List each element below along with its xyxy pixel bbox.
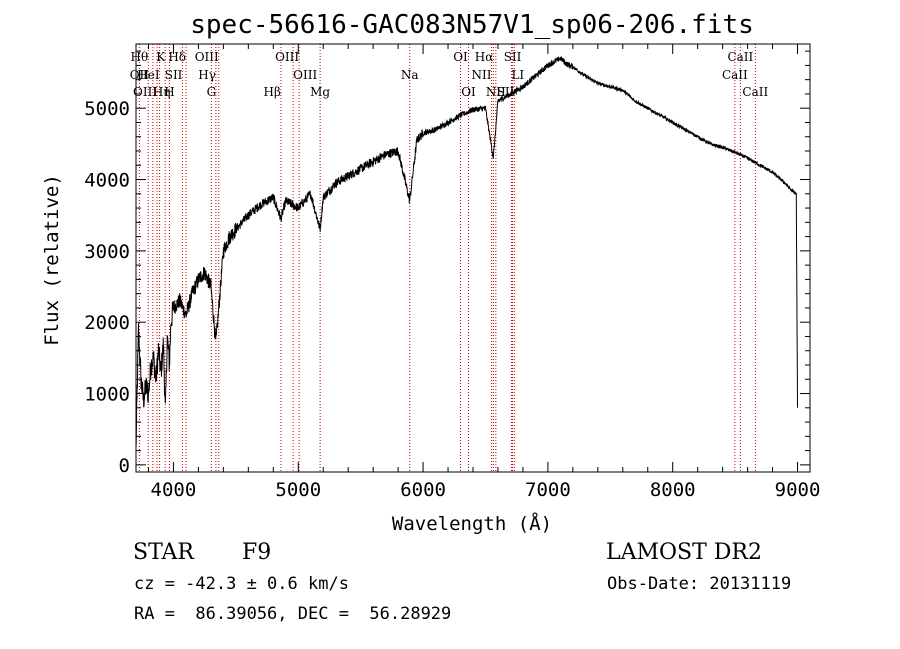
spectral-line-label: OI	[461, 85, 476, 99]
x-tick-label: 8000	[650, 479, 696, 501]
object-subclass: F9	[242, 540, 272, 565]
spectral-line-label: K	[156, 50, 166, 64]
spectral-line-label: Na	[401, 68, 419, 82]
x-tick-label: 6000	[400, 479, 446, 501]
chart-title: spec-56616-GAC083N57V1_sp06-206.fits	[190, 10, 754, 40]
spectral-line-label: SII	[504, 50, 522, 64]
spectral-line-label: OIII	[275, 50, 299, 64]
obs-date-text: Obs-Date: 20131119	[607, 574, 792, 594]
y-tick-label: 4000	[84, 170, 130, 192]
x-axis-ticks: 4000 5000 6000 7000 8000 9000	[147, 44, 821, 501]
spectral-line-label: Mg	[310, 85, 330, 99]
spectral-line-label: Hθ	[131, 50, 149, 64]
spectral-line-label: SII	[165, 68, 183, 82]
x-tick-label: 9000	[775, 479, 821, 501]
spectral-line-label: Hη	[153, 85, 171, 99]
y-tick-label: 5000	[84, 98, 130, 120]
spectral-line-label: HeI	[137, 68, 160, 82]
x-tick-label: 5000	[275, 479, 321, 501]
spectral-line-label: CaII	[727, 50, 753, 64]
spectrum-chart: spec-56616-GAC083N57V1_sp06-206.fits Hθ O…	[41, 10, 821, 535]
survey-name: LAMOST DR2	[606, 540, 762, 565]
coordinates-text: RA = 86.39056, DEC = 56.28929	[134, 604, 452, 624]
spectral-line-label: G	[207, 85, 217, 99]
spectral-line-label: Hδ	[168, 50, 186, 64]
spectral-line-markers	[138, 44, 756, 472]
spectral-line-label: H	[164, 85, 174, 99]
spectral-line-label: Hβ	[264, 85, 281, 99]
spectrum-series-line	[135, 56, 798, 447]
y-tick-label: 1000	[84, 384, 130, 406]
x-axis-label: Wavelength (Å)	[392, 512, 552, 535]
x-tick-label: 4000	[151, 479, 197, 501]
object-class: STAR	[133, 540, 194, 565]
spectral-line-label: Hα	[475, 50, 494, 64]
spectral-line-label: CaII	[742, 85, 768, 99]
spectral-line-label: Hγ	[198, 68, 216, 82]
spectral-line-label: LI	[511, 68, 524, 82]
y-tick-label: 2000	[84, 312, 130, 334]
spectral-line-label: NII	[471, 68, 491, 82]
spectral-line-label: OIII	[133, 85, 157, 99]
spectral-line-label: CaII	[722, 68, 748, 82]
y-tick-label: 3000	[84, 241, 130, 263]
y-axis-label: Flux (relative)	[41, 174, 63, 346]
spectral-line-label: OI	[453, 50, 468, 64]
spectral-line-label: OII	[130, 68, 150, 82]
spectral-line-label: OIII	[195, 50, 219, 64]
spectral-line-label: OIII	[293, 68, 317, 82]
redshift-text: cz = -42.3 ± 0.6 km/s	[134, 574, 349, 594]
spectral-line-label: NII	[486, 85, 506, 99]
x-tick-label: 7000	[525, 479, 571, 501]
y-tick-label: 0	[119, 455, 130, 477]
y-axis-ticks: 0 1000 2000 3000 4000 5000	[84, 50, 810, 477]
